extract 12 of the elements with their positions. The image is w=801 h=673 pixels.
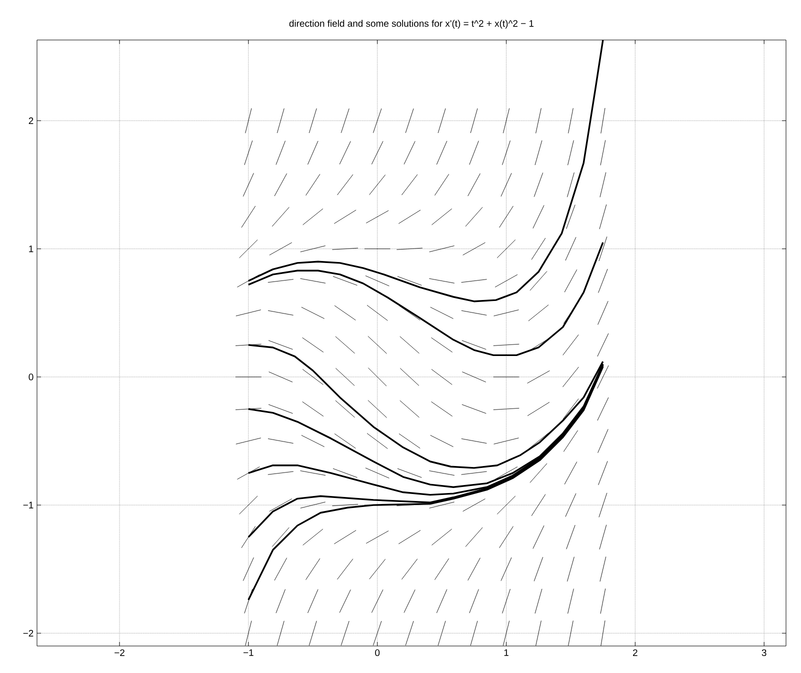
y-tick-label: −2 [23,630,34,636]
x-tick-label: 0 [375,649,380,656]
y-tick-label: 0 [28,374,34,380]
chart-title: direction field and some solutions for x'(t) = t^2 + x(t)^2 − 1 [289,20,534,29]
x-tick-label: 2 [633,649,638,656]
y-tick-label: −1 [23,502,34,508]
x-tick-label: 3 [762,649,766,656]
x-tick-label: 1 [504,649,508,656]
y-tick-label: 1 [29,246,34,252]
x-tick-label: −1 [244,649,254,656]
x-tick-label: −2 [114,649,124,656]
y-tick-label: 2 [28,117,34,124]
